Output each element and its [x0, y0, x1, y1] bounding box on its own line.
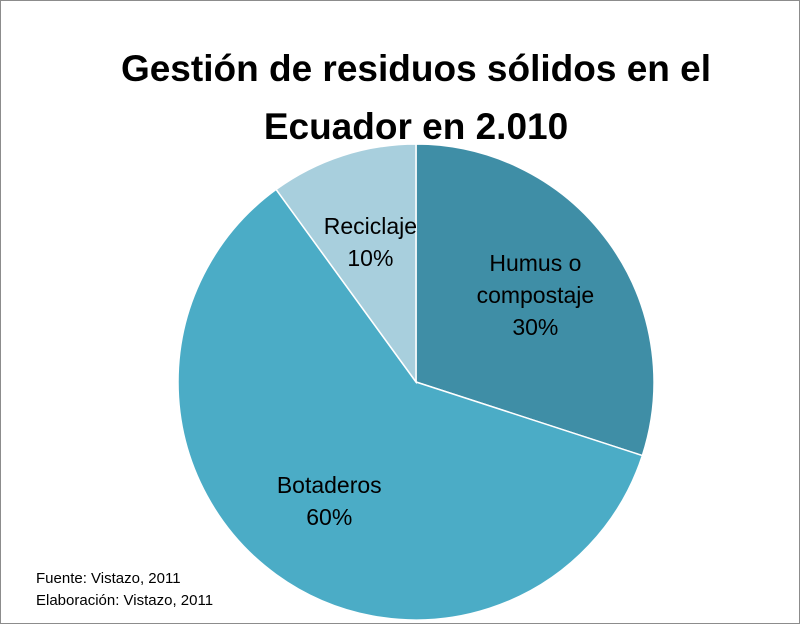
- annotation: Elaboración: Vistazo, 2011: [36, 592, 214, 609]
- slice-name: Reciclaje: [323, 212, 418, 239]
- pie-slice: [177, 188, 644, 621]
- chart-title: Gestión de residuos sólidos en el Ecuado…: [120, 48, 712, 147]
- slice-label: Botaderos 60%: [254, 469, 404, 533]
- slice-name: Botaderos: [276, 472, 382, 499]
- annotation: Fuente: Vistazo, 2011: [36, 570, 181, 587]
- slice-label: Humus o compostaje 30%: [460, 247, 610, 343]
- slice-value: 30%: [512, 314, 559, 341]
- slice-label: Reciclaje 10%: [295, 210, 445, 274]
- pie-slice: [275, 143, 417, 385]
- pie-slice: [415, 143, 655, 457]
- slice-value: 10%: [347, 244, 394, 271]
- slice-name: Humus o compostaje: [476, 250, 595, 309]
- slice-value: 60%: [306, 504, 353, 531]
